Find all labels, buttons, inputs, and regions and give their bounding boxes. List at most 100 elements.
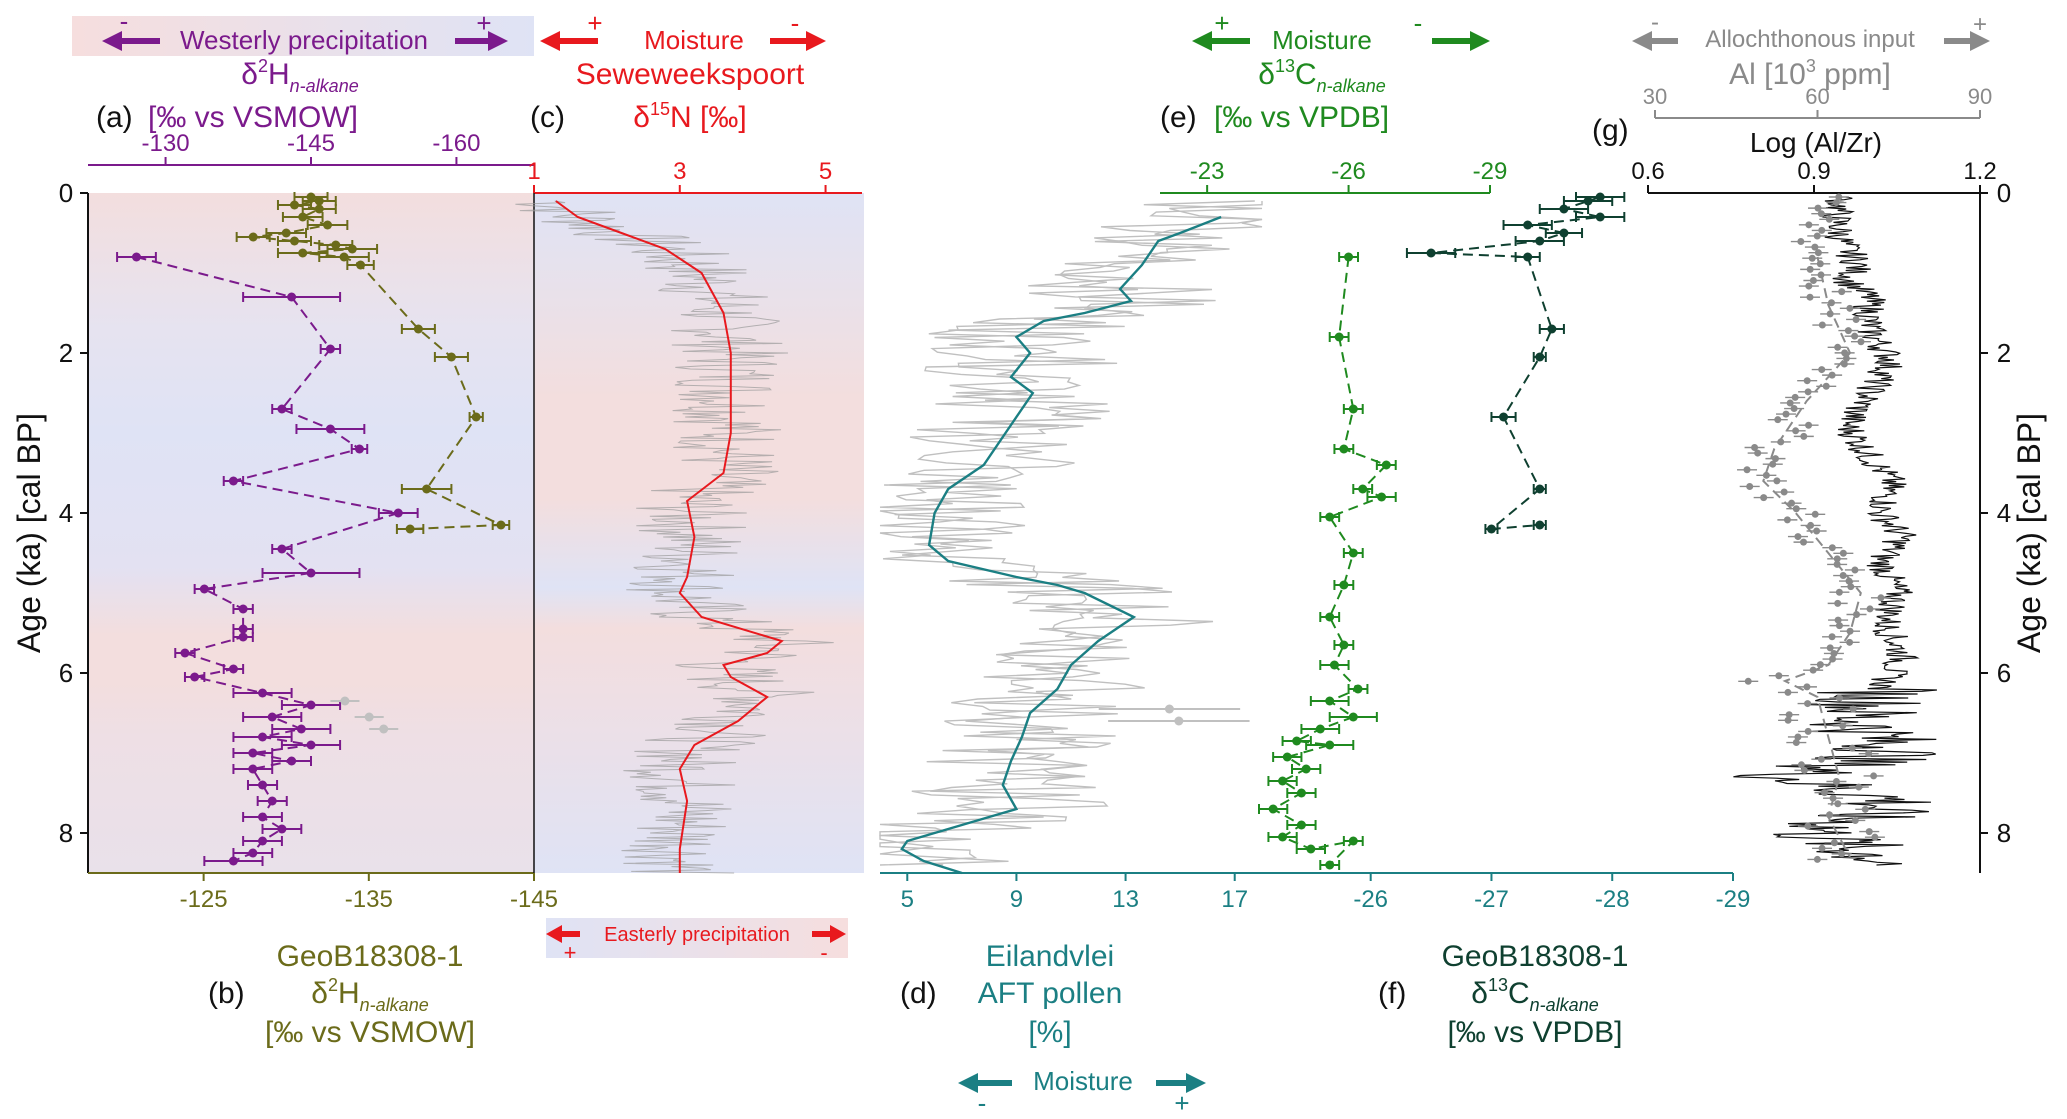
easterly-right-arrow (812, 925, 846, 943)
a-point (228, 856, 238, 866)
g-al-point (1826, 811, 1834, 819)
g-al-point (1816, 260, 1824, 268)
b-point (306, 192, 316, 202)
a-point (287, 756, 297, 766)
panel-e-title: δ13Cn-alkane (1258, 56, 1385, 96)
g-al-point (1817, 210, 1825, 218)
g-al-point (1849, 705, 1857, 713)
e-point (1325, 512, 1335, 522)
g-al-point (1813, 232, 1821, 240)
g-al-point (1811, 243, 1819, 251)
f-point (1595, 212, 1605, 222)
a-point (258, 732, 268, 742)
g-al-point (1832, 199, 1840, 207)
g-al-point (1809, 666, 1817, 674)
a-point (248, 848, 258, 858)
a-point (258, 688, 268, 698)
g-al-point (1829, 794, 1837, 802)
e-point (1348, 404, 1358, 414)
panel-b-line2-main: H (338, 977, 360, 1010)
e-point (1381, 460, 1391, 470)
g-al-point (1827, 299, 1835, 307)
b-point (471, 412, 481, 422)
g-al-point (1841, 349, 1849, 357)
f-point (1547, 324, 1557, 334)
a-point (180, 648, 190, 658)
a-point (199, 584, 209, 594)
g-al-point (1846, 638, 1854, 646)
g-al-point (1797, 238, 1805, 246)
e-point (1282, 752, 1292, 762)
e-moisture-plus: + (1214, 8, 1229, 38)
g-al-point (1853, 611, 1861, 618)
g-al-point (1861, 805, 1869, 813)
g-al-point (1800, 538, 1808, 546)
a-point (190, 672, 200, 682)
b-point (298, 248, 308, 258)
f-point (1535, 520, 1545, 530)
c-moisture-label: Moisture (644, 25, 744, 55)
g-al-point (1805, 282, 1813, 290)
y-axis-right-tick-label: 2 (1997, 338, 2011, 368)
g-al-point (1804, 727, 1812, 735)
a-point (277, 404, 287, 414)
a-point (238, 624, 248, 634)
panel-b-line2-sup: 2 (328, 975, 338, 995)
g-al-point (1783, 516, 1791, 524)
easterly-minus: - (820, 940, 827, 965)
b-point (446, 352, 456, 362)
g-al-point (1855, 783, 1863, 791)
g-al-point (1865, 828, 1873, 836)
a-point (296, 724, 306, 734)
easterly-left-arrow (546, 925, 580, 943)
panel-f-line3: [‰ vs VPDB] (1447, 1016, 1622, 1049)
panel-f-line2-main: C (1508, 977, 1530, 1010)
axis-al-tick-label: 30 (1643, 84, 1667, 109)
panel-c-title: Seweweekspoort (576, 58, 805, 91)
g-al-point (1813, 855, 1821, 863)
g-al-point (1834, 343, 1842, 351)
g-al-point (1806, 293, 1814, 301)
d-moisture-label: Moisture (1033, 1066, 1133, 1096)
f-point (1535, 484, 1545, 494)
panel-f-line1: GeoB18308-1 (1442, 940, 1629, 973)
panel-b-label: (b) (208, 977, 245, 1010)
g-al-point (1840, 360, 1848, 368)
e-point (1292, 736, 1302, 746)
g-al-point (1818, 366, 1826, 374)
g-al-point (1805, 421, 1813, 429)
g-al-point (1851, 332, 1859, 340)
westerly-right-arrow (455, 31, 508, 51)
g-al-point (1786, 399, 1794, 407)
axis-g-tick-label: 1.2 (1963, 158, 1996, 185)
axis-b-tick-label: -145 (510, 886, 558, 913)
f-point (1426, 248, 1436, 258)
a-point (258, 836, 268, 846)
e-point (1268, 804, 1278, 814)
g-al-point (1751, 444, 1759, 451)
e-point (1348, 712, 1358, 722)
f-point (1499, 412, 1509, 422)
g-al-point (1828, 633, 1836, 641)
westerly-plus: + (476, 8, 491, 38)
c-moisture-plus: + (587, 8, 602, 38)
axis-f-tick-label: -27 (1474, 886, 1509, 913)
g-al-point (1797, 761, 1805, 769)
g-al-point (1839, 572, 1847, 580)
b-point (298, 212, 308, 222)
g-al-point (1804, 700, 1812, 708)
g-al-point (1744, 677, 1752, 685)
e-point (1278, 832, 1288, 842)
e-point (1339, 444, 1349, 454)
g-input-minus: - (1651, 9, 1659, 36)
a-light-point (379, 724, 389, 734)
climate-band-ab (88, 193, 534, 873)
e-point (1344, 252, 1354, 262)
panel-e-unit: [‰ vs VPDB] (1214, 101, 1389, 134)
g-al-point (1743, 466, 1751, 474)
g-al-point (1754, 449, 1762, 457)
a-point (267, 796, 277, 806)
a-point (228, 476, 238, 486)
y-axis-right-tick-label: 4 (1997, 498, 2011, 528)
g-al-point (1838, 288, 1846, 296)
